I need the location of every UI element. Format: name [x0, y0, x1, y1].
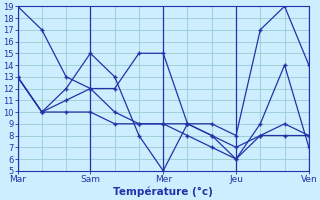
X-axis label: Température (°c): Température (°c) [113, 187, 213, 197]
